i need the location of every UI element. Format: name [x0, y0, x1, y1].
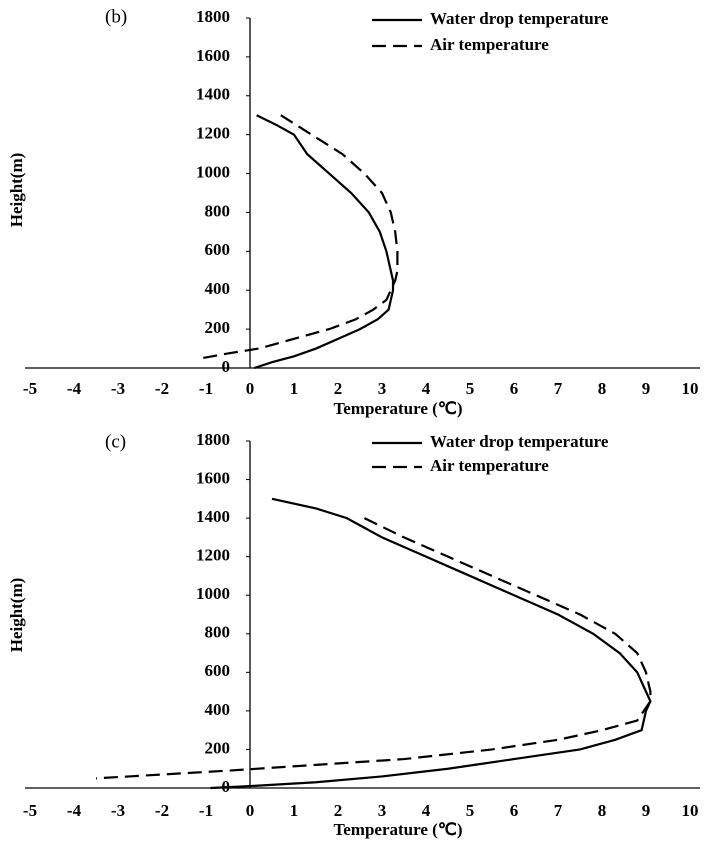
x-tick-label: 3 — [378, 801, 387, 820]
x-tick-label: 8 — [598, 379, 607, 398]
x-tick-label: -3 — [111, 801, 125, 820]
x-axis-title: Temperature (℃) — [333, 399, 462, 418]
y-tick-label: 400 — [205, 700, 231, 719]
x-tick-label: 3 — [378, 379, 387, 398]
x-tick-label: -3 — [111, 379, 125, 398]
x-tick-label: 1 — [290, 379, 299, 398]
y-tick-label: 1800 — [196, 430, 230, 449]
y-tick-label: 600 — [205, 240, 231, 259]
y-tick-label: 200 — [205, 318, 231, 337]
y-tick-label: 1400 — [196, 85, 230, 104]
panel-label: (b) — [105, 6, 127, 27]
x-tick-label: -1 — [199, 801, 213, 820]
legend-label: Water drop temperature — [430, 432, 609, 451]
y-tick-label: 600 — [205, 661, 231, 680]
x-tick-label: 4 — [422, 801, 431, 820]
panel-label: (c) — [105, 431, 126, 452]
x-tick-label: -4 — [67, 379, 82, 398]
y-tick-label: 400 — [205, 279, 231, 298]
y-tick-label: 0 — [222, 357, 231, 376]
legend-label: Air temperature — [430, 456, 549, 475]
x-tick-label: 5 — [466, 379, 475, 398]
x-tick-label: 9 — [642, 379, 651, 398]
x-tick-label: 5 — [466, 801, 475, 820]
x-tick-label: -5 — [23, 379, 37, 398]
y-tick-label: 1200 — [196, 124, 230, 143]
y-tick-label: 1200 — [196, 546, 230, 565]
y-axis-title: Height(m) — [7, 153, 26, 228]
y-tick-label: 1600 — [196, 46, 230, 65]
legend-label: Air temperature — [430, 35, 549, 54]
series-line — [201, 114, 399, 360]
y-tick-label: 800 — [205, 201, 231, 220]
x-tick-label: 10 — [682, 379, 699, 398]
x-tick-label: 10 — [682, 801, 699, 820]
x-tick-label: 2 — [334, 379, 343, 398]
x-axis-title: Temperature (℃) — [333, 820, 462, 839]
x-tick-label: -2 — [155, 379, 169, 398]
x-tick-label: -2 — [155, 801, 169, 820]
x-tick-label: -1 — [199, 379, 213, 398]
x-tick-label: 6 — [510, 801, 519, 820]
x-tick-label: 6 — [510, 379, 519, 398]
x-tick-label: 7 — [554, 379, 563, 398]
series-line — [95, 517, 652, 780]
y-tick-label: 1800 — [196, 7, 230, 26]
series-line — [254, 114, 395, 370]
y-tick-label: 1400 — [196, 507, 230, 526]
x-tick-label: 9 — [642, 801, 651, 820]
x-tick-label: 0 — [246, 379, 255, 398]
x-tick-label: -5 — [23, 801, 37, 820]
y-axis-title: Height(m) — [7, 578, 26, 653]
x-tick-label: 2 — [334, 801, 343, 820]
x-tick-label: 1 — [290, 801, 299, 820]
y-tick-label: 1000 — [196, 162, 230, 181]
x-tick-label: 4 — [422, 379, 431, 398]
x-tick-label: 7 — [554, 801, 563, 820]
y-tick-label: 800 — [205, 623, 231, 642]
x-tick-label: 8 — [598, 801, 607, 820]
y-tick-label: 1000 — [196, 584, 230, 603]
y-tick-label: 1600 — [196, 468, 230, 487]
y-tick-label: 200 — [205, 738, 231, 757]
legend-label: Water drop temperature — [430, 9, 609, 28]
x-tick-label: 0 — [246, 801, 255, 820]
series-line — [210, 497, 652, 790]
x-tick-label: -4 — [67, 801, 82, 820]
